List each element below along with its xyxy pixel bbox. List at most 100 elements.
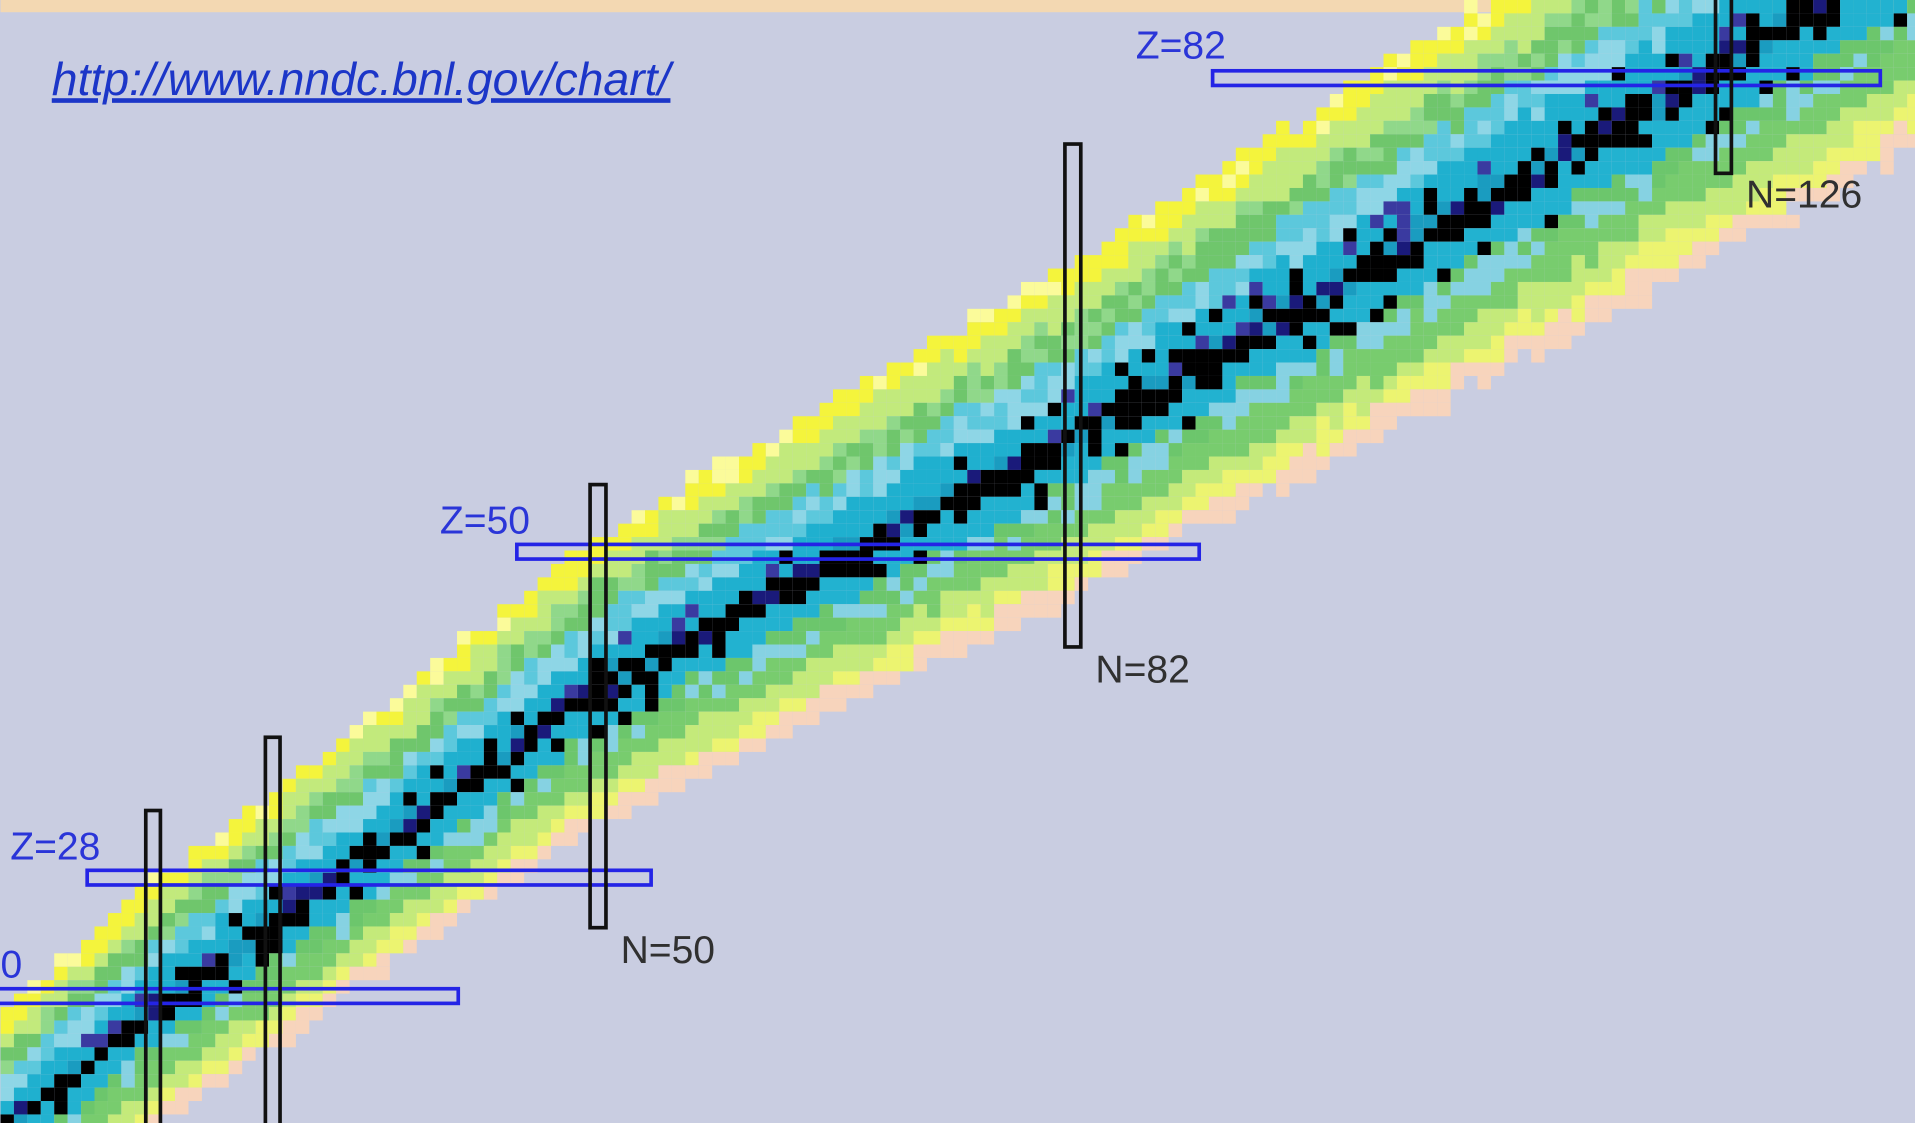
nuclide-cell xyxy=(551,631,565,645)
nuclide-cell xyxy=(832,631,847,645)
nuclide-cell xyxy=(1289,308,1303,323)
nuclide-cell xyxy=(1034,577,1048,591)
nuclide-cell xyxy=(1356,93,1371,108)
nuclide-cell xyxy=(1746,93,1760,108)
nuclide-cell xyxy=(537,590,552,605)
nuclide-cell xyxy=(1396,268,1411,282)
nuclide-cell xyxy=(1638,134,1653,148)
nuclide-cell xyxy=(1719,120,1733,135)
nuclide-cell xyxy=(551,725,565,739)
nuclide-cell xyxy=(658,496,672,511)
nuclide-cell xyxy=(645,738,659,752)
nuclide-cell xyxy=(806,590,820,605)
nuclide-cell xyxy=(1262,335,1277,350)
nuclide-cell xyxy=(1571,255,1585,269)
nuclide-cell xyxy=(457,631,471,645)
nuclide-cell xyxy=(215,1007,229,1021)
nuclide-cell xyxy=(1665,0,1679,14)
nuclide-cell xyxy=(1732,161,1747,175)
nuclide-cell xyxy=(1047,349,1062,363)
nuclide-cell xyxy=(591,778,605,793)
nuclide-cell xyxy=(1383,255,1397,269)
nuclide-cell xyxy=(188,845,202,860)
nuclide-cell xyxy=(577,792,592,806)
nuclide-cell xyxy=(457,899,471,914)
nuclide-cell xyxy=(1088,456,1102,470)
nuclide-cell xyxy=(1034,295,1048,309)
nuclide-cell xyxy=(242,1007,256,1021)
nuclide-cell xyxy=(1652,214,1666,229)
nuclide-cell xyxy=(1383,308,1397,323)
nuclide-cell xyxy=(1088,362,1102,376)
nuclide-cell xyxy=(980,429,995,444)
nuclide-cell xyxy=(1826,13,1841,27)
nuclide-cell xyxy=(483,684,498,699)
nuclide-cell xyxy=(873,644,887,658)
nuclide-cell xyxy=(631,523,646,538)
nuclide-cell xyxy=(886,402,901,417)
nuclide-cell xyxy=(685,684,699,699)
nuclide-cell xyxy=(658,725,672,739)
nuclide-cell xyxy=(175,1007,189,1021)
nuclide-cell xyxy=(1517,40,1532,54)
nuclide-cell xyxy=(1504,335,1518,350)
nuclide-cell xyxy=(1464,322,1478,336)
nuclide-cell xyxy=(712,523,726,538)
nuclide-cell xyxy=(1114,295,1129,309)
nuclide-cell xyxy=(752,456,766,470)
nuclide-cell xyxy=(1222,214,1236,229)
nuclide-cell xyxy=(645,725,659,739)
nuclide-cell xyxy=(900,483,914,497)
nuclide-cell xyxy=(1155,335,1169,350)
nuclide-cell xyxy=(1195,443,1209,457)
nuclide-cell xyxy=(1249,416,1263,430)
nuclide-cell xyxy=(551,657,565,672)
nuclide-cell xyxy=(631,604,646,618)
nuclide-cell xyxy=(698,483,713,497)
nuclide-cell xyxy=(940,496,954,511)
nuclide-cell xyxy=(1155,322,1169,336)
nuclide-cell xyxy=(752,483,766,497)
nuclide-cell xyxy=(886,443,901,457)
nuclide-cell xyxy=(148,1047,162,1061)
nuclide-cell xyxy=(416,725,431,739)
nuclide-cell xyxy=(591,792,605,806)
link[interactable]: http://www.nndc.bnl.gov/chart/ xyxy=(52,53,675,105)
nuclide-cell xyxy=(1343,322,1357,336)
nuclide-cell xyxy=(1302,362,1317,376)
nuclide-cell xyxy=(1262,322,1277,336)
nuclide-cell xyxy=(1719,134,1733,148)
n-box xyxy=(588,482,608,930)
nuclide-cell xyxy=(765,496,780,511)
nuclide-cell xyxy=(1692,120,1706,135)
nuclide-cell xyxy=(1531,174,1545,188)
nuclide-cell xyxy=(1370,147,1384,162)
nuclide-cell xyxy=(228,1007,243,1021)
nuclide-cell xyxy=(1208,362,1223,376)
nuclide-cell xyxy=(1678,214,1693,229)
nuclide-cell xyxy=(1786,26,1800,41)
nuclide-cell xyxy=(1866,26,1881,41)
nuclide-cell xyxy=(752,725,766,739)
nuclide-cell xyxy=(1866,147,1881,162)
nuclide-cell xyxy=(322,899,337,914)
nuclide-cell xyxy=(228,939,243,954)
nuclide-cell xyxy=(430,684,444,699)
nuclide-cell xyxy=(1893,53,1908,68)
nuclide-cell xyxy=(1746,120,1760,135)
nuclide-cell xyxy=(1141,456,1156,470)
nuclide-cell xyxy=(215,1020,229,1034)
nuclide-cell xyxy=(967,617,981,632)
nuclide-cell xyxy=(1101,322,1115,336)
nuclide-cell xyxy=(1423,389,1438,403)
nuclide-cell xyxy=(54,1020,68,1034)
nuclide-cell xyxy=(819,469,833,484)
nuclide-cell xyxy=(1826,40,1841,54)
nuclide-cell xyxy=(1289,349,1303,363)
nuclide-cell xyxy=(309,819,323,833)
nuclide-cell xyxy=(1047,429,1062,444)
nuclide-cell xyxy=(1746,147,1760,162)
nuclide-cell xyxy=(1370,322,1384,336)
nuclide-cell xyxy=(1249,228,1263,242)
nuclide-cell xyxy=(967,469,981,484)
